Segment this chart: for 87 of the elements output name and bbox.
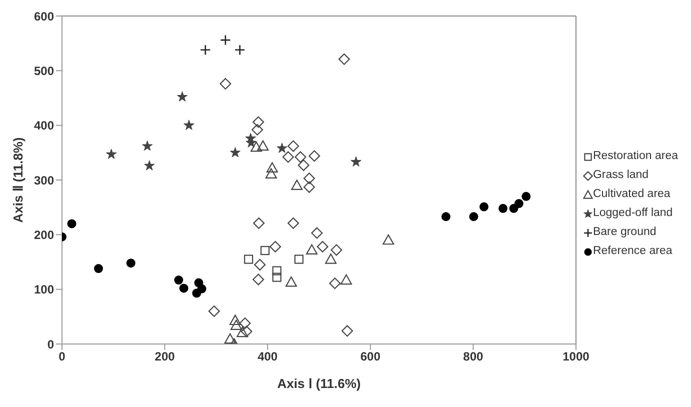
x-tick-label: 600: [360, 350, 381, 364]
point: [342, 325, 354, 337]
point: [272, 266, 282, 276]
legend-label: Bare ground: [592, 225, 656, 240]
point: [179, 284, 188, 293]
point: [265, 168, 277, 179]
point: [253, 217, 265, 229]
y-tick-label: 200: [34, 228, 54, 242]
point: [240, 326, 252, 338]
point: [126, 258, 136, 268]
point: [266, 162, 278, 173]
point: [208, 305, 220, 317]
point: [252, 124, 264, 136]
point: [479, 202, 488, 212]
point: [197, 284, 206, 294]
x-tick-label: 1000: [562, 350, 590, 364]
x-tick-label: 400: [258, 350, 278, 364]
point: [106, 148, 117, 159]
point: [270, 240, 282, 252]
point: [94, 264, 103, 274]
point: [522, 192, 531, 201]
legend-label: Reference area: [592, 244, 672, 259]
point: [252, 116, 264, 128]
point: [224, 333, 236, 344]
point: [144, 160, 155, 170]
point: [230, 320, 242, 330]
point: [303, 172, 315, 184]
point: [276, 142, 288, 153]
point: [184, 120, 194, 130]
point: [325, 254, 337, 264]
point: [294, 254, 304, 264]
point: [236, 326, 248, 338]
point: [142, 140, 153, 151]
point: [294, 151, 306, 163]
point: [329, 278, 341, 290]
point: [298, 159, 310, 171]
x-tick-label: 800: [463, 350, 484, 364]
point: [311, 227, 323, 239]
point: [382, 234, 394, 245]
point: [244, 254, 254, 264]
point: [282, 151, 294, 163]
x-tick-label: 0: [58, 350, 66, 364]
point: [306, 244, 318, 255]
y-tick-label: 100: [34, 282, 54, 297]
point: [252, 274, 264, 286]
point: [316, 240, 328, 252]
point: [441, 212, 450, 222]
point: [340, 274, 352, 285]
point: [514, 199, 524, 208]
y-tick-label: 600: [34, 9, 54, 24]
point: [308, 150, 320, 162]
legend-label: Logged-off land: [592, 206, 673, 221]
point: [291, 180, 303, 190]
point: [250, 141, 262, 152]
point: [288, 140, 300, 152]
point: [350, 156, 362, 166]
legend-label: Cultivated area: [592, 187, 670, 202]
y-tick-label: 300: [34, 173, 54, 188]
point: [257, 140, 269, 151]
point: [174, 276, 184, 285]
point: [67, 219, 76, 228]
point: [254, 258, 266, 270]
point: [177, 91, 188, 102]
point: [229, 314, 241, 326]
point: [200, 44, 211, 56]
point: [220, 34, 231, 46]
point: [330, 244, 342, 256]
point: [498, 204, 508, 213]
point: [285, 276, 297, 287]
x-tick-label: 200: [154, 350, 176, 364]
point: [260, 246, 270, 256]
point: [272, 272, 282, 282]
legend-label: Grass land: [592, 168, 649, 183]
y-tick-label: 500: [34, 64, 54, 78]
y-axis-title: Axis Ⅱ (11.8%): [10, 137, 26, 223]
point: [469, 212, 478, 222]
point: [288, 217, 300, 229]
legend-label: Restoration area: [592, 149, 678, 164]
point: [239, 317, 251, 329]
point: [220, 78, 232, 90]
point: [230, 147, 240, 158]
point: [303, 181, 315, 193]
point: [234, 44, 246, 56]
y-tick-label: 0: [47, 337, 54, 352]
point: [338, 53, 350, 65]
x-axis-title: Axis Ⅰ (11.6%): [277, 376, 361, 391]
y-tick-label: 400: [34, 118, 54, 133]
